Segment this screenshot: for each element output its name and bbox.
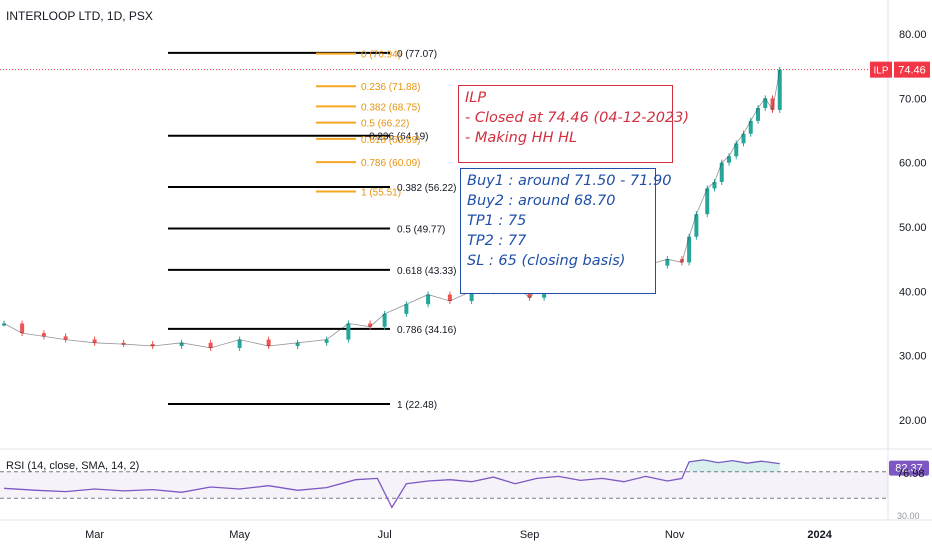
fib-major-label: 0.382 (56.22) [397, 183, 457, 194]
price-candle [368, 323, 373, 327]
x-tick-label: Sep [520, 529, 540, 541]
ilp-annotation-line-1: ILP [465, 90, 487, 106]
fib-minor-label: 0.236 (71.88) [361, 82, 421, 93]
price-candle [404, 304, 409, 314]
rsi-clipped-tick: 30.00 [897, 511, 920, 521]
price-candle [679, 259, 684, 263]
fib-minor-label: 0.382 (68.75) [361, 102, 421, 113]
price-candle [382, 313, 387, 327]
symbol-tag: ILP [873, 66, 888, 77]
trade-plan-annotation-box[interactable]: Buy1 : around 71.50 - 71.90 Buy2 : aroun… [460, 168, 672, 294]
ilp-annotation-line-3: - Making HH HL [465, 130, 578, 146]
fib-major-label: 0 (77.07) [397, 49, 437, 60]
y-tick-label: 70.00 [899, 93, 927, 105]
price-candle [705, 188, 710, 215]
rsi-value-tag: 82.37 [895, 463, 923, 475]
fib-major-label: 0.618 (43.33) [397, 266, 457, 277]
price-candle [324, 339, 329, 343]
price-candle [426, 294, 431, 305]
fib-minor-label: 0.618 (63.69) [361, 135, 421, 146]
x-tick-label: 2024 [807, 529, 832, 541]
fib-minor-label: 0.786 (60.09) [361, 158, 421, 169]
x-tick-label: Jul [378, 529, 392, 541]
plan-line-tp1: TP1 : 75 [467, 213, 527, 229]
y-tick-label: 30.00 [899, 351, 927, 363]
price-candle [763, 98, 768, 108]
price-candle [741, 133, 746, 144]
x-tick-label: May [229, 529, 250, 541]
plan-line-buy2: Buy2 : around 68.70 [467, 193, 616, 209]
fib-major-label: 0.786 (34.16) [397, 325, 457, 336]
plan-line-buy1: Buy1 : around 71.50 - 71.90 [467, 173, 672, 189]
price-candle [447, 294, 452, 301]
fib-minor-label: 0 (76.94) [361, 50, 401, 61]
price-candle [150, 344, 155, 347]
y-tick-label: 60.00 [899, 158, 927, 170]
rsi-indicator-label[interactable]: RSI (14, close, SMA, 14, 2) [6, 460, 140, 472]
price-candle [748, 120, 753, 134]
x-tick-label: Nov [665, 529, 685, 541]
price-candle [734, 143, 739, 157]
price-tag-bg [894, 61, 930, 78]
rsi-line [3, 459, 780, 509]
price-candle [92, 339, 97, 343]
price-candle [719, 162, 724, 182]
price-candle [41, 333, 46, 337]
last-price-tag: 74.46 [898, 65, 926, 77]
fib-major-label: 1 (22.48) [397, 400, 437, 411]
rsi-value-tag-bg [889, 460, 929, 476]
fib-minor-label: 1 (55.51) [361, 188, 401, 199]
fib-minor-label: 0.5 (66.22) [361, 119, 409, 130]
price-candle [712, 181, 717, 189]
fib-major-label: 0.236 (64.19) [369, 132, 429, 143]
rsi-sma-value: 76.98 [897, 468, 925, 480]
price-candle [2, 323, 6, 326]
price-candle [208, 342, 213, 348]
price-candle [777, 69, 782, 110]
price-candle [770, 98, 775, 110]
price-candle [687, 236, 692, 263]
ilp-annotation-line-2: - Closed at 74.46 (04-12-2023) [465, 110, 690, 126]
price-candle [237, 339, 242, 348]
price-candle [469, 291, 474, 301]
symbol-tag-bg [870, 61, 892, 78]
price-candle [346, 323, 351, 340]
price-candle [20, 323, 25, 334]
price-candle [727, 156, 731, 163]
price-candle [665, 259, 670, 266]
rsi-overbought-fill [689, 459, 780, 472]
y-tick-label: 50.00 [899, 222, 927, 234]
y-tick-label: 80.00 [899, 29, 927, 41]
plan-line-tp2: TP2 : 77 [467, 233, 527, 249]
rsi-band-fill [0, 471, 888, 499]
price-candle [756, 107, 760, 121]
plan-line-sl: SL : 65 (closing basis) [467, 253, 626, 269]
ilp-annotation-box[interactable]: ILP - Closed at 74.46 (04-12-2023) - Mak… [458, 85, 690, 163]
price-candle [63, 336, 68, 340]
y-tick-label: 20.00 [899, 415, 927, 427]
price-candle [295, 342, 300, 347]
y-tick-label: 40.00 [899, 286, 927, 298]
price-candle [694, 214, 699, 237]
chart-title: INTERLOOP LTD, 1D, PSX [6, 9, 153, 23]
price-candle [266, 339, 271, 347]
x-tick-label: Mar [85, 529, 104, 541]
fib-major-label: 0.5 (49.77) [397, 224, 445, 235]
price-candle [179, 342, 184, 347]
